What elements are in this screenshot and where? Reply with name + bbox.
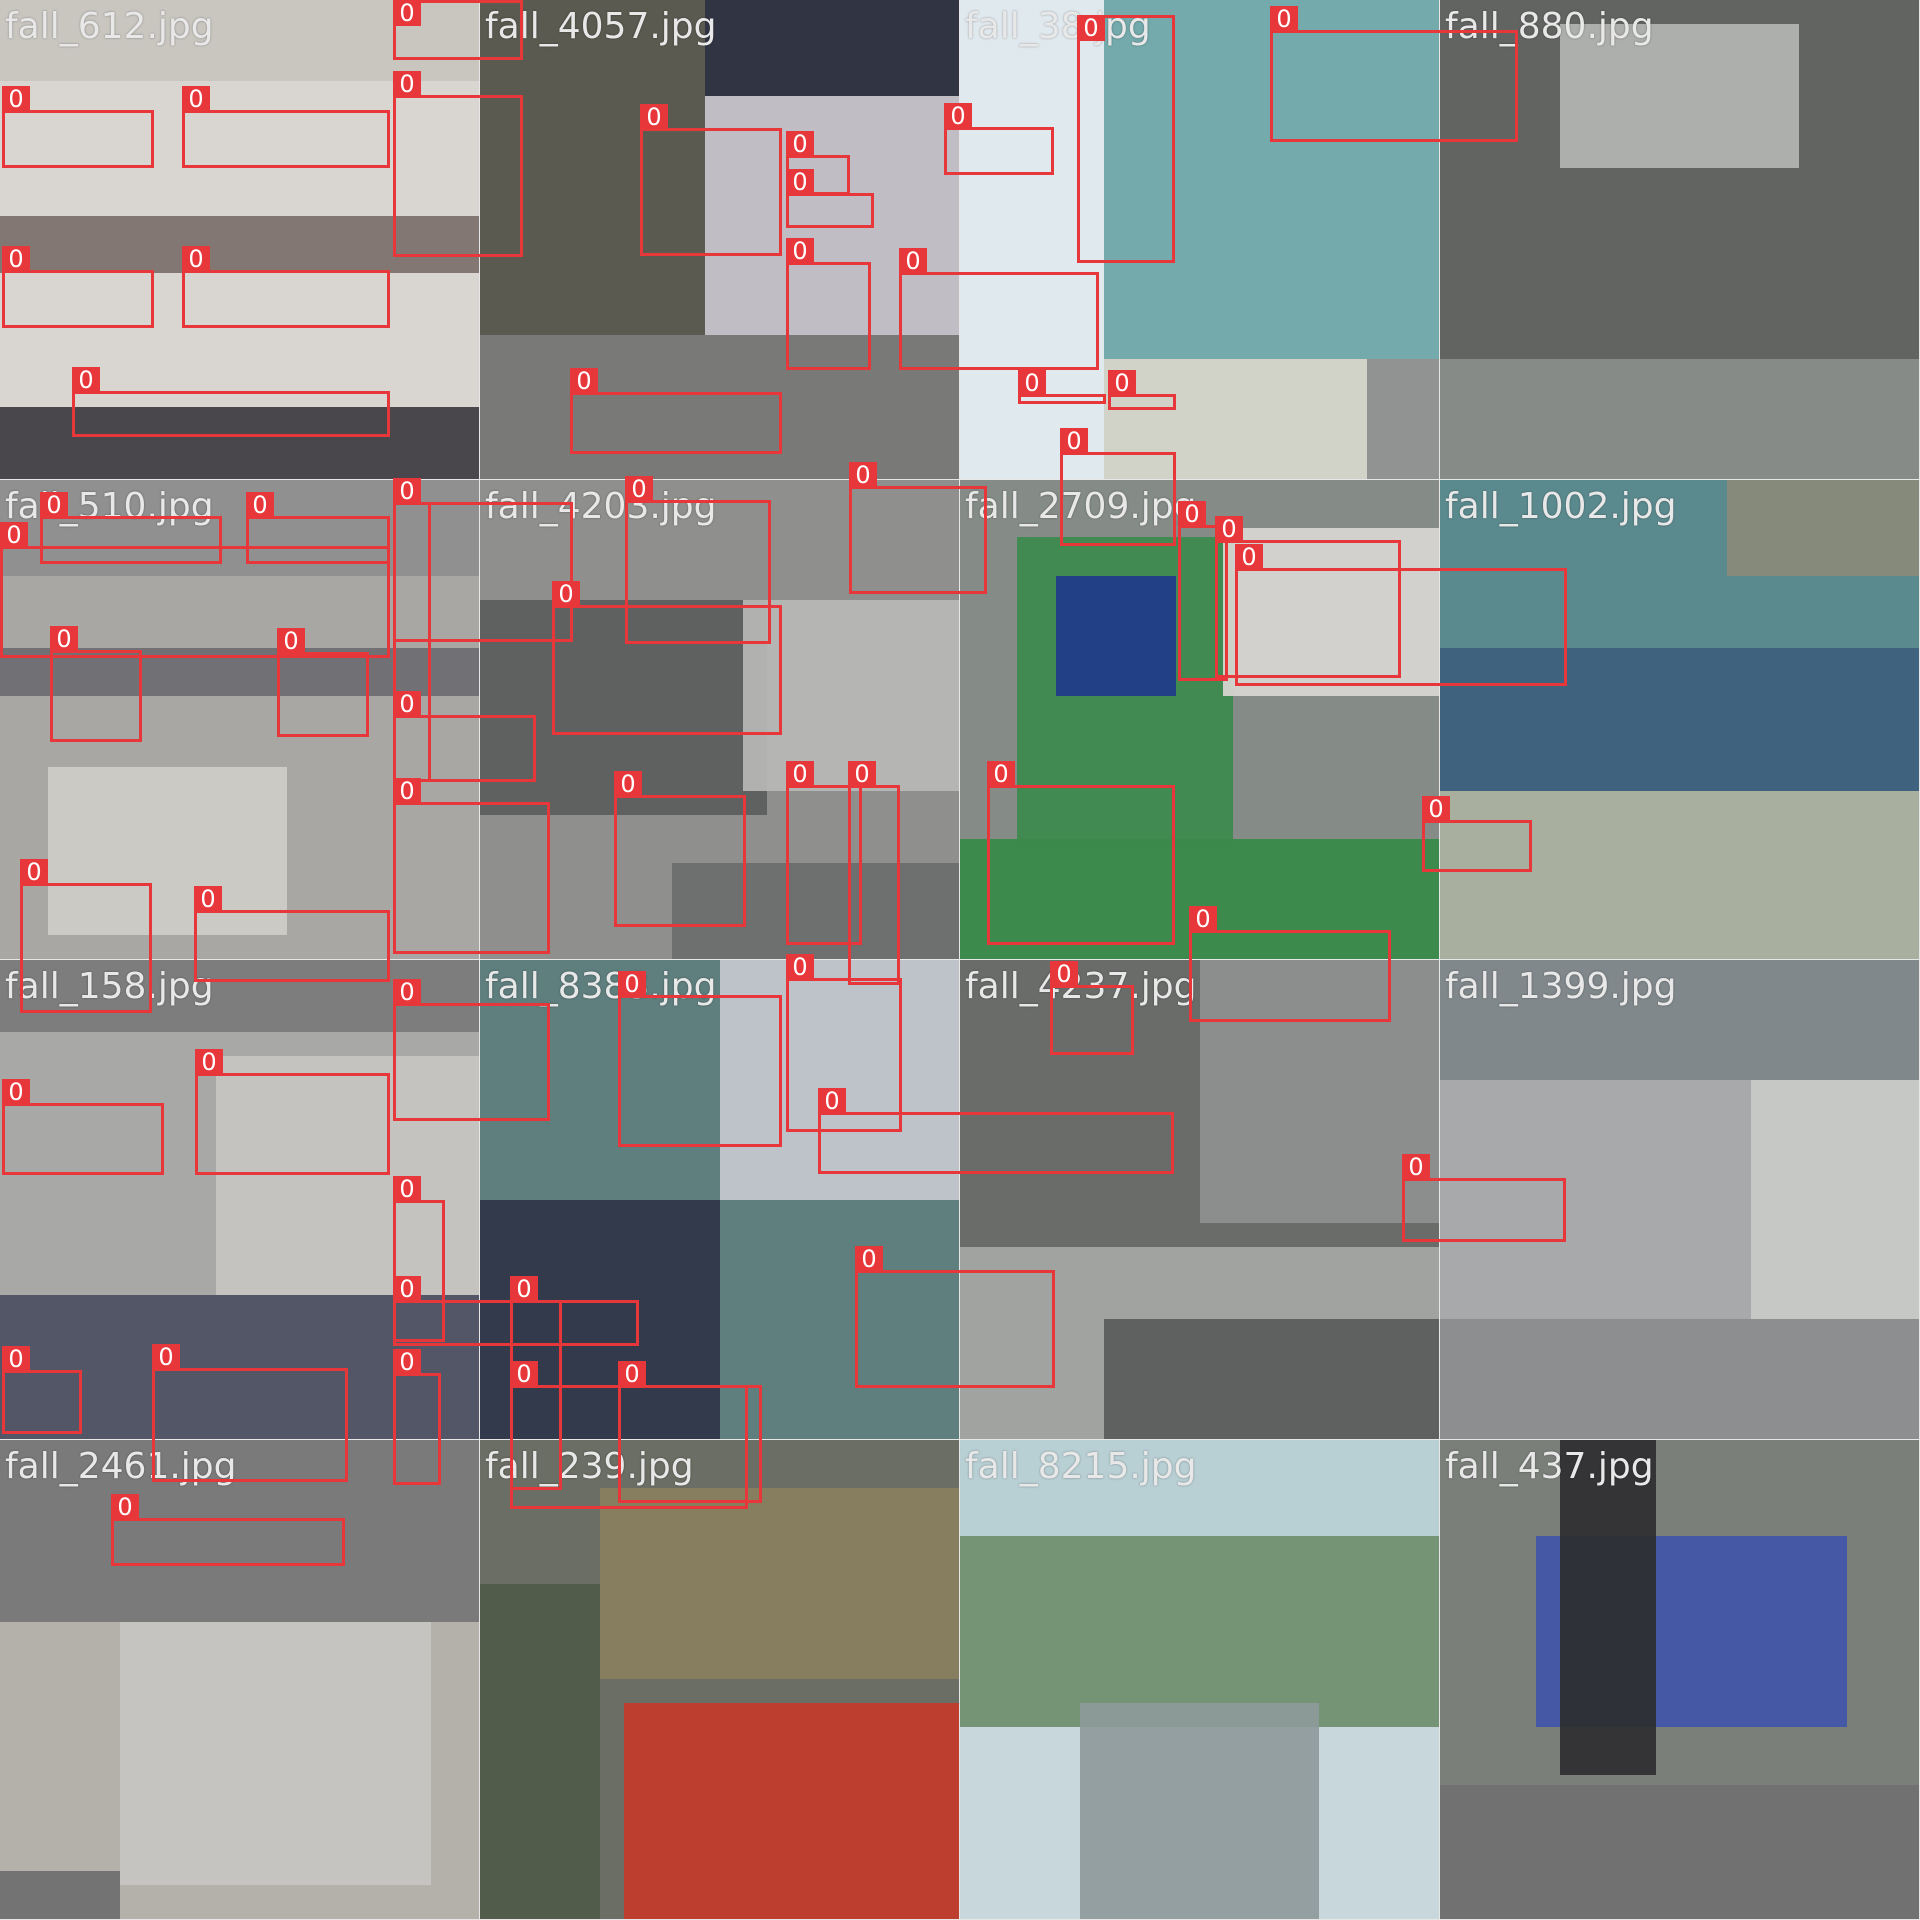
mosaic-tile: fall_8383.jpg <box>480 960 960 1440</box>
photo-region <box>480 335 959 479</box>
photo-region <box>1440 960 1919 1080</box>
tile-filename-label: fall_8215.jpg <box>965 1446 1197 1487</box>
mosaic-tile: fall_158.jpg <box>0 960 480 1440</box>
photo-region <box>1440 1784 1919 1919</box>
photo-region <box>705 95 959 336</box>
photo-region <box>0 647 479 696</box>
photo-region <box>47 767 288 936</box>
photo-region <box>1440 359 1919 479</box>
photo-region <box>480 599 768 816</box>
tile-photo <box>480 480 959 959</box>
tile-photo <box>480 1440 959 1919</box>
photo-region <box>480 0 706 336</box>
tile-photo <box>480 960 959 1439</box>
tile-photo <box>960 480 1439 959</box>
mosaic-tile: fall_239.jpg <box>480 1440 960 1920</box>
tile-photo <box>0 480 479 959</box>
photo-region <box>960 1535 1439 1728</box>
photo-region <box>119 1622 432 1886</box>
photo-region <box>0 1295 479 1439</box>
tile-filename-label: fall_8383.jpg <box>485 966 717 1007</box>
tile-filename-label: fall_1399.jpg <box>1445 966 1677 1007</box>
photo-region <box>0 1031 216 1296</box>
tile-filename-label: fall_437.jpg <box>1445 1446 1654 1487</box>
tile-filename-label: fall_880.jpg <box>1445 6 1654 47</box>
tile-photo <box>1440 960 1919 1439</box>
mosaic-tile: fall_2709.jpg <box>960 480 1440 960</box>
tile-photo <box>960 0 1439 479</box>
mosaic-tile: fall_510.jpg <box>0 480 480 960</box>
tile-photo <box>1440 1440 1919 1919</box>
mosaic-tile: fall_8215.jpg <box>960 1440 1440 1920</box>
mosaic-tile: fall_1002.jpg <box>1440 480 1920 960</box>
photo-region <box>1559 23 1800 168</box>
tile-filename-label: fall_510.jpg <box>5 486 214 527</box>
photo-region <box>960 0 1104 479</box>
photo-region <box>480 1583 600 1919</box>
photo-region <box>1055 575 1176 696</box>
tile-photo <box>480 0 959 479</box>
photo-region <box>1440 1079 1752 1320</box>
tile-filename-label: fall_38.jpg <box>965 6 1151 47</box>
mosaic-tile: fall_437.jpg <box>1440 1440 1920 1920</box>
mosaic-tile: fall_38.jpg <box>960 0 1440 480</box>
tile-photo <box>1440 0 1919 479</box>
photo-region <box>1751 1079 1919 1320</box>
tile-filename-label: fall_2709.jpg <box>965 486 1197 527</box>
tile-photo <box>960 1440 1439 1919</box>
tile-filename-label: fall_4203.jpg <box>485 486 717 527</box>
photo-region <box>215 1055 479 1296</box>
tile-filename-label: fall_4057.jpg <box>485 6 717 47</box>
photo-region <box>0 407 479 479</box>
mosaic-tile: fall_4237.jpg <box>960 960 1440 1440</box>
mosaic-tile: fall_612.jpg <box>0 0 480 480</box>
mosaic-tile: fall_4057.jpg <box>480 0 960 480</box>
photo-region <box>1559 1440 1656 1776</box>
photo-region <box>1367 359 1439 479</box>
photo-region <box>1727 480 1919 576</box>
photo-region <box>480 1199 720 1439</box>
photo-region <box>1079 1703 1320 1919</box>
photo-region <box>1199 960 1439 1224</box>
photo-region <box>705 0 959 96</box>
photo-region <box>1440 1319 1919 1439</box>
photo-region <box>1223 527 1439 696</box>
tile-photo <box>1440 480 1919 959</box>
photo-region <box>0 1440 479 1623</box>
photo-region <box>1103 359 1368 479</box>
mosaic-tile: fall_4203.jpg <box>480 480 960 960</box>
tile-filename-label: fall_239.jpg <box>485 1446 694 1487</box>
tile-filename-label: fall_2461.jpg <box>5 1446 237 1487</box>
photo-region <box>0 1871 120 1919</box>
photo-region <box>1103 1319 1439 1439</box>
photo-region <box>719 960 959 1200</box>
photo-region <box>599 1487 959 1680</box>
photo-region <box>480 960 720 1200</box>
tile-filename-label: fall_158.jpg <box>5 966 214 1007</box>
tile-photo <box>0 1440 479 1919</box>
photo-region <box>623 1703 959 1919</box>
photo-region <box>1440 791 1919 959</box>
tile-filename-label: fall_612.jpg <box>5 6 214 47</box>
tile-filename-label: fall_4237.jpg <box>965 966 1197 1007</box>
photo-region <box>719 1199 959 1439</box>
photo-region <box>1103 0 1439 360</box>
tile-filename-label: fall_1002.jpg <box>1445 486 1677 527</box>
mosaic-tile: fall_2461.jpg <box>0 1440 480 1920</box>
tile-photo <box>0 960 479 1439</box>
tile-photo <box>960 960 1439 1439</box>
photo-region <box>0 215 479 274</box>
photo-region <box>1440 647 1919 792</box>
mosaic-tile: fall_880.jpg <box>1440 0 1920 480</box>
photo-region <box>743 599 959 792</box>
mosaic-tile: fall_1399.jpg <box>1440 960 1920 1440</box>
tile-photo <box>0 0 479 479</box>
photo-region <box>671 863 959 959</box>
